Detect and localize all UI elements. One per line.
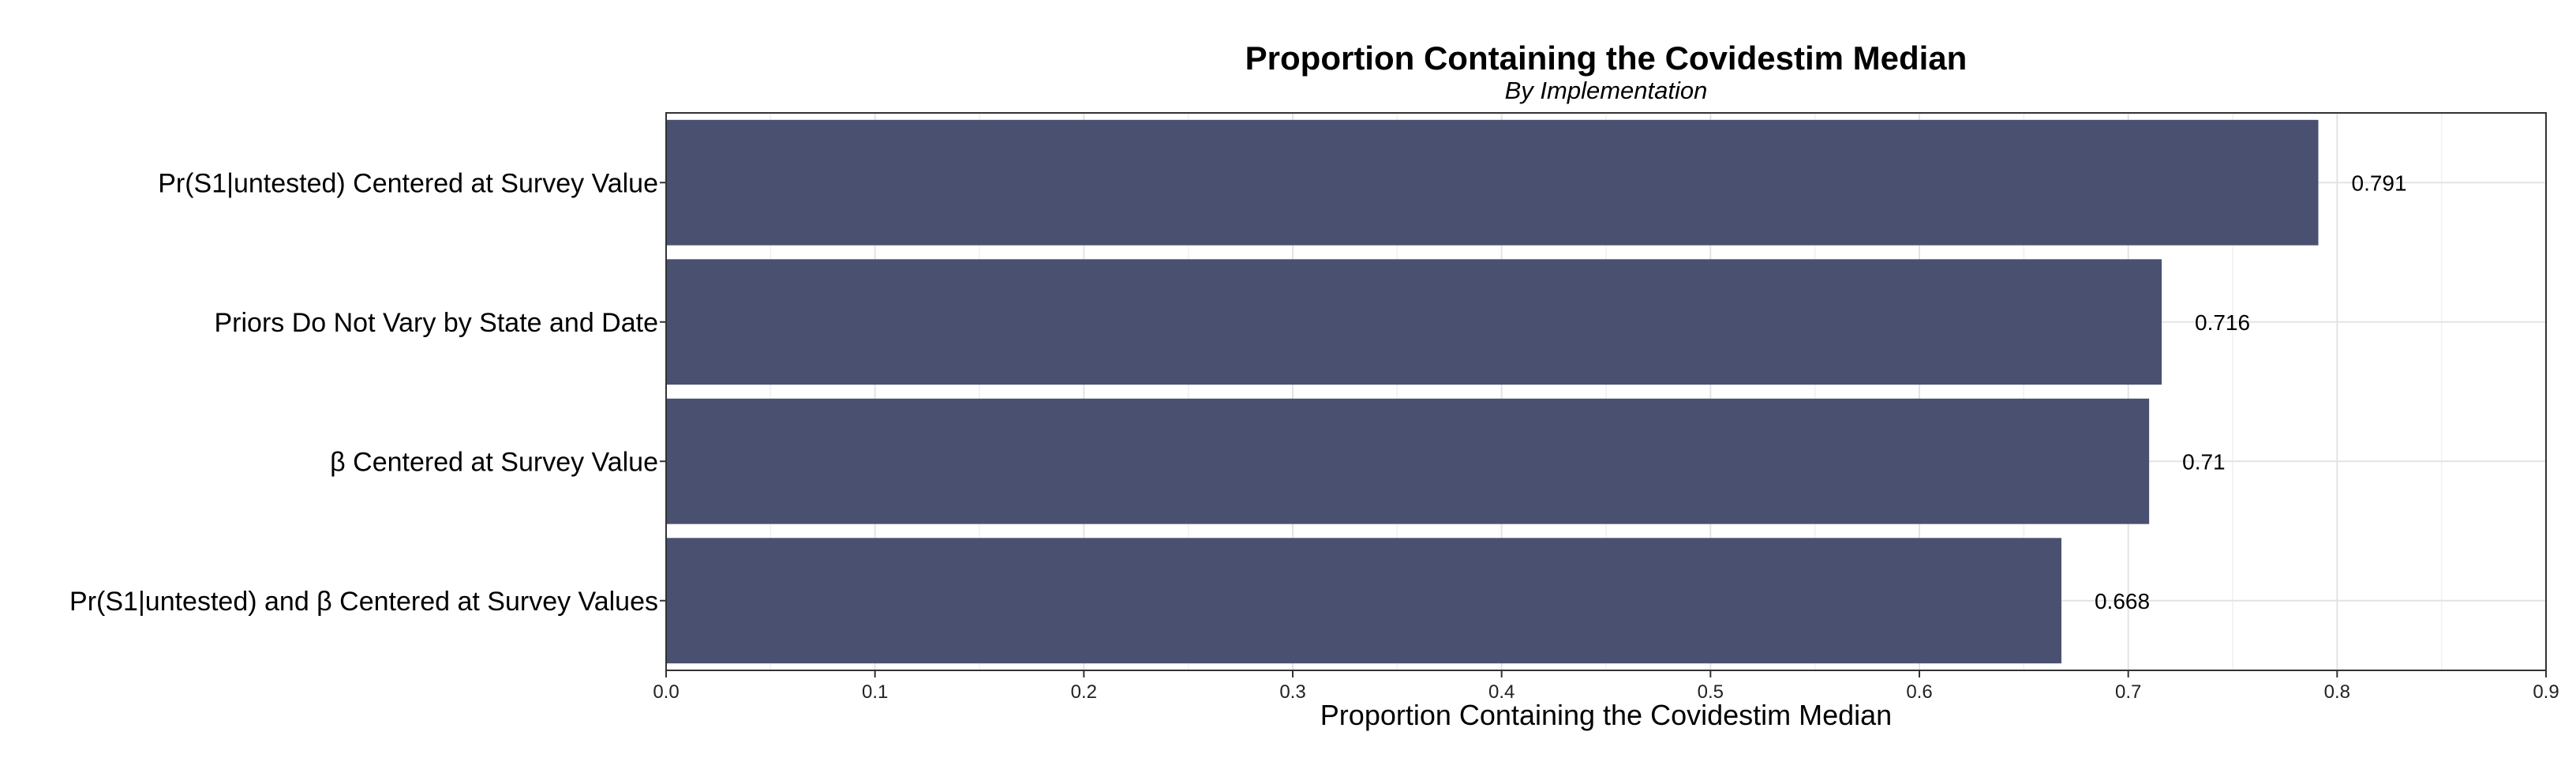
- category-label: Pr(S1|untested) Centered at Survey Value: [158, 168, 658, 198]
- category-label: Priors Do Not Vary by State and Date: [214, 308, 658, 338]
- x-tick-label: 0.9: [2533, 681, 2559, 703]
- bars: 0.791 0.716 0.71 0.668: [666, 119, 2407, 664]
- x-tick-label: 0.1: [862, 681, 888, 703]
- chart-subtitle: By Implementation: [1505, 77, 1708, 104]
- x-tick-label: 0.4: [1488, 681, 1515, 703]
- bar-value-label: 0.71: [2182, 449, 2226, 474]
- x-tick-label: 0.7: [2115, 681, 2141, 703]
- bar: [666, 398, 2150, 524]
- x-tick-label: 0.3: [1279, 681, 1305, 703]
- category-label: Pr(S1|untested) and β Centered at Survey…: [69, 587, 658, 617]
- x-tick-label: 0.6: [1906, 681, 1932, 703]
- category-label: β Centered at Survey Value: [330, 447, 658, 477]
- bar-value-label: 0.716: [2195, 310, 2250, 335]
- bar: [666, 259, 2162, 385]
- bar: [666, 119, 2319, 246]
- category-labels: Pr(S1|untested) Centered at Survey Value…: [69, 168, 658, 617]
- bar: [666, 538, 2061, 664]
- x-axis-title: Proportion Containing the Covidestim Med…: [1320, 699, 1892, 731]
- plot-border: [665, 112, 2547, 671]
- x-tick-label: 0.5: [1698, 681, 1724, 703]
- x-tick-label: 0.2: [1071, 681, 1097, 703]
- axis-ticks: 0.0 0.1 0.2 0.3 0.4 0.5 0.6 0.7 0.8 0.9: [653, 182, 2559, 703]
- x-tick-label: 0.8: [2324, 681, 2350, 703]
- x-tick-label: 0.0: [653, 681, 679, 703]
- bar-value-label: 0.668: [2095, 589, 2150, 614]
- bar-value-label: 0.791: [2352, 171, 2407, 195]
- chart-title: Proportion Containing the Covidestim Med…: [1245, 39, 1968, 77]
